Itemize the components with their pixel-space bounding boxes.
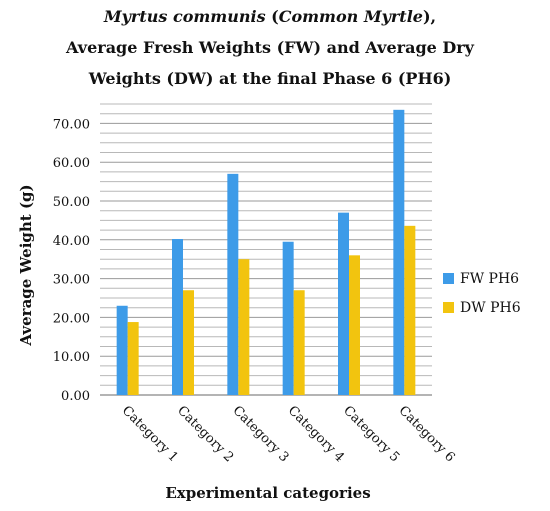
title-close-paren: ),	[423, 7, 436, 26]
y-tick-label: 40.00	[53, 234, 90, 249]
x-tick-label: Category 3	[230, 403, 292, 465]
chart-title-line2: Average Fresh Weights (FW) and Average D…	[65, 38, 475, 57]
bar-dw-ph6-3	[238, 259, 250, 395]
title-open-paren: (	[266, 7, 279, 26]
y-tick-label: 30.00	[53, 273, 90, 288]
x-axis-title: Experimental categories	[165, 484, 370, 502]
bar-fw-ph6-6	[393, 109, 405, 395]
y-tick-label: 0.00	[61, 389, 90, 404]
bar-dw-ph6-4	[293, 290, 305, 395]
bar-fw-ph6-2	[172, 239, 183, 395]
y-axis-title: Average Weight (g)	[17, 184, 35, 346]
y-tick-labels: 0.00 10.00 20.00 30.00 40.00 50.00 60.00 70.00	[53, 117, 90, 404]
title-common-name: Common Myrtle	[279, 7, 423, 26]
bars	[116, 109, 416, 395]
legend-label: DW PH6	[460, 300, 521, 316]
x-tick-label: Category 2	[174, 403, 236, 465]
y-tick-label: 60.00	[53, 156, 90, 171]
bar-dw-ph6-2	[183, 290, 194, 395]
y-tick-label: 50.00	[53, 195, 90, 210]
bar-fw-ph6-5	[338, 212, 349, 395]
legend: FW PH6 DW PH6	[443, 271, 521, 316]
y-tick-label: 70.00	[53, 117, 90, 132]
chart-title-line1: Myrtus communis (Common Myrtle),	[103, 7, 436, 26]
legend-swatch	[443, 302, 454, 313]
legend-label: FW PH6	[460, 271, 519, 287]
bar-dw-ph6-1	[127, 322, 139, 395]
y-tick-label: 20.00	[53, 311, 90, 326]
x-tick-label: Category 5	[340, 403, 402, 465]
title-species: Myrtus communis	[103, 7, 266, 26]
bar-fw-ph6-1	[116, 305, 128, 395]
bar-dw-ph6-5	[349, 255, 360, 395]
bar-dw-ph6-6	[404, 225, 416, 395]
y-tick-label: 10.00	[53, 350, 90, 365]
bar-fw-ph6-4	[282, 241, 294, 395]
legend-swatch	[443, 273, 454, 284]
x-tick-label: Category 6	[396, 403, 458, 465]
x-tick-label: Category 1	[119, 403, 181, 465]
chart-title-line3: Weights (DW) at the final Phase 6 (PH6)	[88, 69, 452, 88]
gridlines	[100, 103, 432, 396]
bar-fw-ph6-3	[227, 173, 239, 395]
x-tick-label: Category 4	[285, 403, 347, 465]
